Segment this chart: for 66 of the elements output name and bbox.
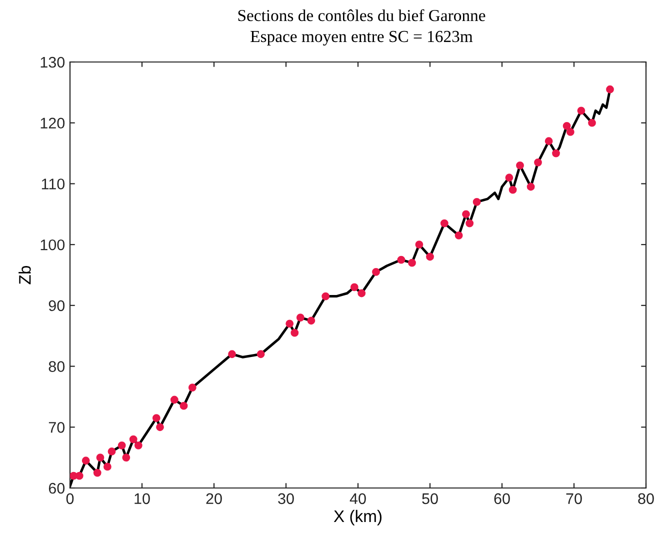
point: [296, 314, 304, 322]
x-axis-title: X (km): [334, 510, 382, 526]
x-tick-label: 20: [206, 493, 222, 504]
point: [96, 454, 104, 462]
x-tick-label: 0: [66, 493, 74, 504]
y-tick-label: 70: [48, 422, 65, 433]
point: [397, 256, 406, 264]
x-tick-label: 10: [134, 493, 150, 504]
point: [372, 268, 380, 276]
x-tick-label: 60: [494, 493, 510, 504]
point: [544, 137, 553, 146]
point: [103, 462, 112, 471]
chart-title: Sections de contôles du bief Garonne: [238, 9, 486, 22]
point: [286, 320, 294, 328]
point: [256, 350, 265, 358]
point: [577, 106, 586, 115]
x-tick-label: 30: [278, 493, 294, 504]
y-tick-label: 80: [48, 361, 65, 372]
point: [415, 240, 424, 249]
point: [562, 122, 571, 130]
point: [129, 435, 138, 444]
y-tick-label: 90: [48, 300, 65, 312]
x-tick-label: 40: [350, 493, 366, 504]
point: [526, 182, 535, 191]
y-axis-title: Zb: [18, 266, 31, 284]
point: [228, 350, 236, 358]
point: [322, 292, 330, 300]
x-tick-label: 50: [422, 493, 438, 504]
point: [156, 423, 164, 432]
point: [472, 198, 481, 206]
y-tick-label: 100: [40, 239, 65, 250]
point: [188, 384, 196, 392]
x-tick-label: 80: [638, 493, 654, 504]
point: [505, 174, 514, 182]
point: [466, 219, 474, 228]
point: [408, 258, 416, 267]
x-tick-label: 70: [566, 493, 582, 504]
point: [440, 219, 448, 228]
point: [93, 468, 102, 477]
point: [307, 316, 316, 325]
point: [426, 252, 434, 261]
point: [552, 149, 560, 158]
y-tick-label: 120: [40, 118, 65, 129]
point: [462, 210, 470, 218]
point: [534, 158, 542, 166]
y-tick-label: 130: [40, 56, 65, 68]
point: [566, 128, 574, 136]
point: [358, 289, 366, 298]
point: [516, 162, 524, 170]
point: [122, 454, 130, 462]
point: [82, 456, 90, 465]
point: [180, 402, 188, 410]
chart-subtitle: Espace moyen entre SC = 1623m: [250, 30, 473, 46]
point: [454, 231, 463, 240]
point: [508, 186, 517, 194]
y-tick-label: 60: [48, 482, 65, 494]
point: [134, 441, 142, 450]
point: [170, 396, 178, 404]
point: [350, 283, 358, 292]
point: [606, 85, 614, 94]
point: [290, 328, 299, 337]
y-tick-label: 110: [42, 178, 65, 190]
point: [588, 118, 596, 127]
point: [108, 448, 116, 456]
point: [152, 414, 160, 422]
point: [118, 441, 126, 450]
